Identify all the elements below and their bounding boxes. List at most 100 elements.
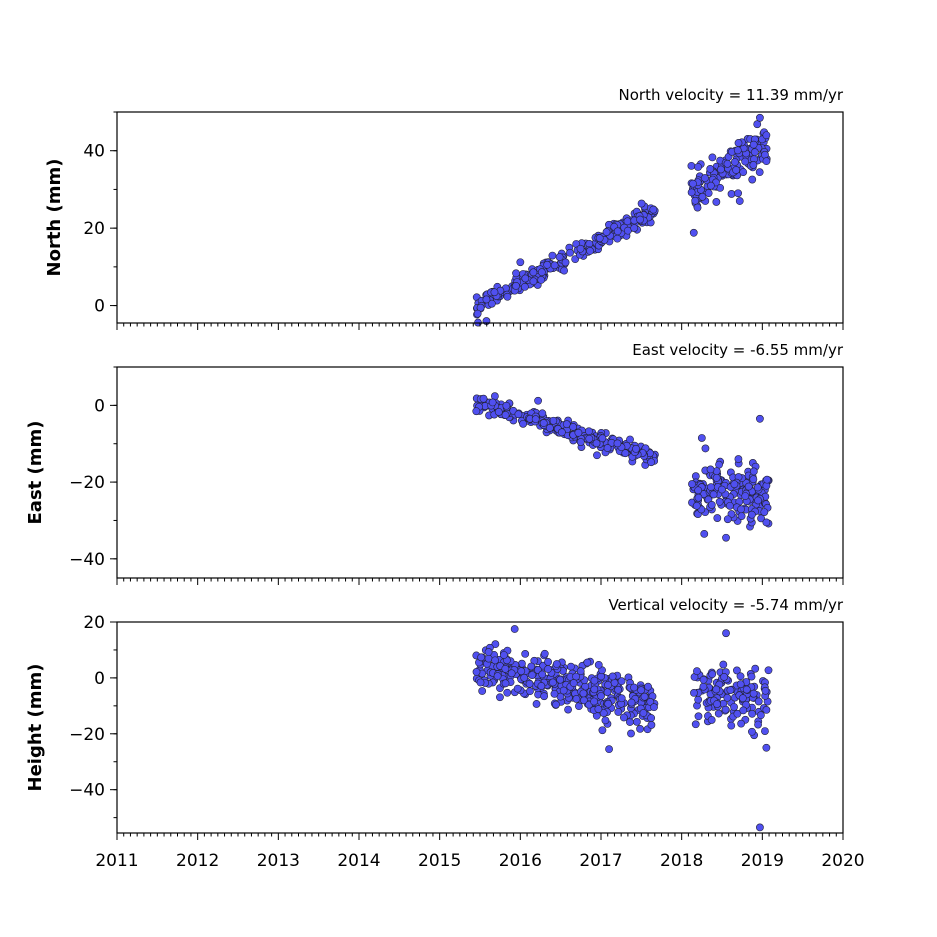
data-point (529, 277, 538, 286)
data-point (741, 492, 750, 501)
data-point (625, 718, 634, 726)
velocity-title: North velocity = 11.39 mm/yr (619, 86, 844, 104)
data-point (712, 198, 721, 206)
data-point (630, 683, 638, 692)
data-point (632, 444, 640, 453)
data-point (733, 146, 742, 155)
data-point (756, 113, 764, 122)
data-point (708, 670, 717, 679)
data-point (478, 687, 487, 695)
data-point (701, 444, 710, 453)
data-point (513, 684, 522, 693)
data-point (482, 295, 491, 304)
data-point (736, 680, 745, 689)
data-point (747, 510, 756, 519)
panel-1: 0 −20 −40 East (mm) East velocity = -6.55 mm… (25, 341, 844, 585)
data-point (707, 500, 716, 509)
data-point (626, 435, 634, 444)
data-point (689, 179, 697, 188)
data-point (597, 692, 605, 700)
data-point (704, 189, 713, 197)
data-point (735, 197, 744, 205)
data-point (690, 689, 698, 697)
velocity-title: East velocity = -6.55 mm/yr (632, 341, 844, 359)
data-point (725, 501, 734, 510)
data-point (734, 189, 742, 198)
data-point (723, 693, 732, 702)
data-point (569, 679, 578, 687)
data-point (601, 716, 610, 725)
data-point (748, 727, 756, 736)
data-point (544, 657, 552, 666)
data-point (590, 685, 599, 694)
data-point (760, 508, 769, 516)
data-point (540, 649, 549, 658)
y-axis: 20 0 −20 −40 (69, 613, 117, 819)
data-point (556, 675, 565, 684)
x-axis (116, 323, 844, 330)
x-tick-label: 2015 (418, 851, 461, 871)
data-point (560, 266, 569, 275)
data-point (722, 533, 730, 542)
data-point (520, 282, 529, 291)
y-axis-label: Height (mm) (25, 664, 46, 792)
data-point (734, 455, 743, 463)
data-point (722, 629, 730, 638)
data-point (550, 689, 559, 698)
data-point (514, 410, 523, 419)
data-point (593, 451, 601, 460)
y-tick-label: −20 (69, 725, 105, 745)
data-point (605, 745, 613, 754)
data-point (761, 727, 769, 735)
x-axis (116, 578, 844, 585)
data-point (689, 228, 698, 237)
data-point (490, 288, 499, 297)
data-point (709, 490, 718, 499)
data-point (512, 269, 520, 278)
x-tick-label: 2012 (176, 851, 219, 871)
y-tick-label: 0 (94, 396, 105, 416)
data-point (726, 686, 735, 694)
data-point (604, 699, 613, 708)
y-axis: 0 20 40 (83, 111, 117, 317)
data-point (603, 444, 612, 452)
data-point (512, 281, 520, 290)
data-point (477, 653, 486, 662)
data-point (730, 703, 738, 711)
data-point (748, 709, 757, 718)
x-tick-label: 2011 (95, 851, 138, 871)
data-point (687, 188, 696, 197)
data-point (692, 501, 701, 510)
data-point (564, 705, 572, 714)
data-point (526, 687, 534, 696)
data-point (647, 458, 656, 467)
data-point (472, 668, 481, 676)
data-point (585, 434, 594, 443)
data-point (731, 158, 739, 166)
data-point (549, 678, 557, 687)
data-points (472, 392, 773, 542)
data-point (747, 672, 756, 681)
data-point (698, 192, 707, 201)
data-point (691, 196, 700, 205)
data-point (613, 439, 622, 448)
data-point (594, 705, 603, 713)
data-point (738, 694, 747, 703)
data-point (754, 720, 762, 729)
y-axis-label: North (mm) (44, 159, 65, 277)
data-point (694, 493, 703, 502)
data-point (632, 717, 641, 726)
y-tick-label: 20 (83, 613, 105, 633)
data-point (756, 414, 764, 423)
data-point (529, 268, 538, 277)
data-point (719, 660, 728, 669)
x-axis: 2011 2012 2013 2014 2015 2016 2017 2018 2019 2020 (95, 833, 865, 871)
data-point (534, 396, 542, 405)
data-point (739, 706, 748, 715)
data-point (583, 658, 592, 667)
data-point (501, 664, 510, 673)
data-point (537, 275, 546, 284)
data-point (644, 682, 652, 691)
data-point (521, 274, 530, 283)
data-point (762, 706, 771, 714)
